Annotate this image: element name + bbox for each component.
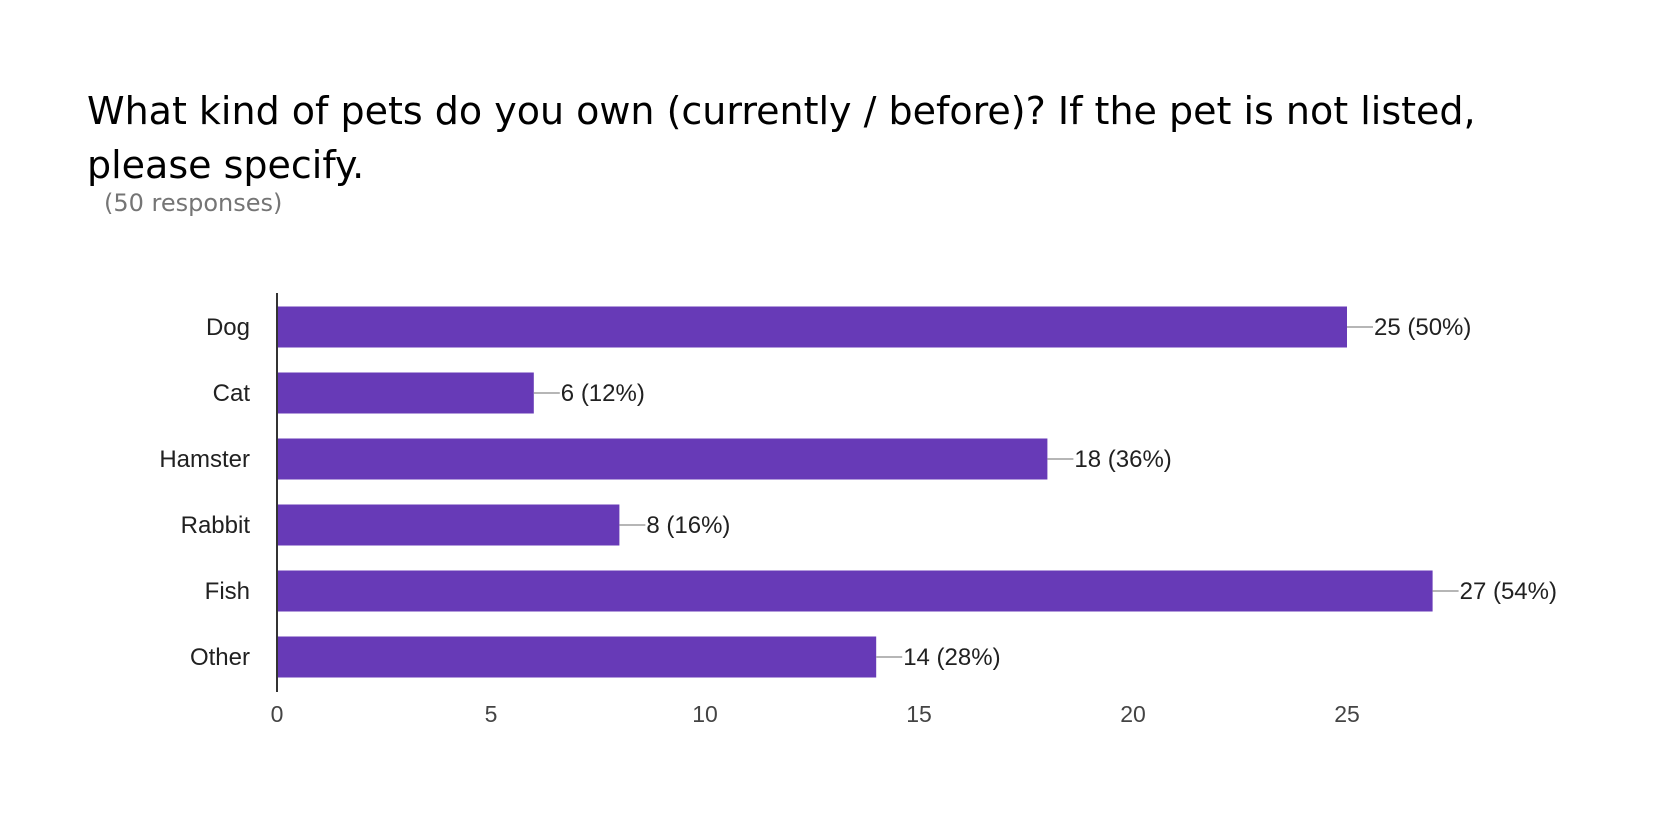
bars-layer: [277, 306, 1433, 678]
category-label-cat: Cat: [213, 380, 251, 407]
data-label-fish: 27 (54%): [1460, 578, 1557, 605]
chart-title: What kind of pets do you own (currently …: [87, 89, 1476, 187]
x-tick-label: 15: [906, 701, 932, 727]
bar-fish[interactable]: [277, 570, 1433, 612]
x-axis-ticks: 0 5 10 15 20 25: [271, 701, 1360, 727]
data-label-hamster: 18 (36%): [1074, 446, 1171, 473]
bar-other[interactable]: [277, 636, 877, 678]
x-tick-label: 5: [485, 701, 498, 727]
category-label-dog: Dog: [206, 314, 250, 341]
response-count: (50 responses): [104, 189, 283, 217]
bar-cat[interactable]: [277, 372, 534, 414]
bar-rabbit[interactable]: [277, 504, 620, 546]
bar-hamster[interactable]: [277, 438, 1048, 480]
x-tick-label: 20: [1120, 701, 1146, 727]
x-tick-label: 25: [1334, 701, 1360, 727]
category-label-rabbit: Rabbit: [181, 512, 251, 539]
x-tick-label: 10: [692, 701, 718, 727]
category-label-hamster: Hamster: [159, 446, 250, 473]
category-label-other: Other: [190, 644, 250, 671]
category-label-fish: Fish: [205, 578, 250, 605]
data-label-dog: 25 (50%): [1374, 314, 1471, 341]
labels-layer: Dog 25 (50%) Cat 6 (12%) Hamster 18 (36%) Rabb…: [159, 314, 1557, 671]
bar-dog[interactable]: [277, 306, 1347, 348]
data-label-other: 14 (28%): [903, 644, 1000, 671]
x-tick-label: 0: [271, 701, 284, 727]
data-label-rabbit: 8 (16%): [646, 512, 730, 539]
data-label-cat: 6 (12%): [561, 380, 645, 407]
